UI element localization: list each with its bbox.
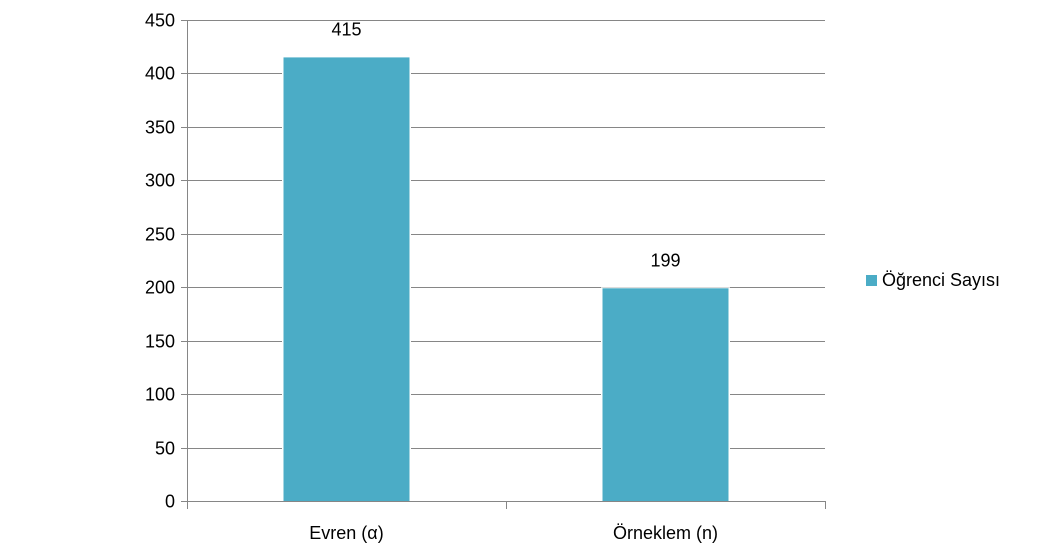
y-tick-label: 450 <box>145 11 175 31</box>
y-tick-label: 250 <box>145 225 175 245</box>
y-tick-label: 400 <box>145 64 175 84</box>
bar <box>283 57 410 502</box>
legend: Öğrenci Sayısı <box>866 270 1000 291</box>
y-tick-label: 150 <box>145 332 175 352</box>
bar <box>602 288 729 501</box>
y-tick-label: 0 <box>165 492 175 512</box>
y-tick-label: 200 <box>145 278 175 298</box>
data-label: 199 <box>650 250 680 270</box>
legend-label: Öğrenci Sayısı <box>882 270 1001 290</box>
data-label: 415 <box>331 19 361 39</box>
y-tick-label: 50 <box>155 439 175 459</box>
y-tick-label: 100 <box>145 385 175 405</box>
x-tick-label: Evren (α) <box>309 523 383 543</box>
y-tick-label: 300 <box>145 171 175 191</box>
x-tick-label: Örneklem (n) <box>613 523 718 543</box>
y-tick-label: 350 <box>145 118 175 138</box>
legend-swatch <box>866 275 877 286</box>
